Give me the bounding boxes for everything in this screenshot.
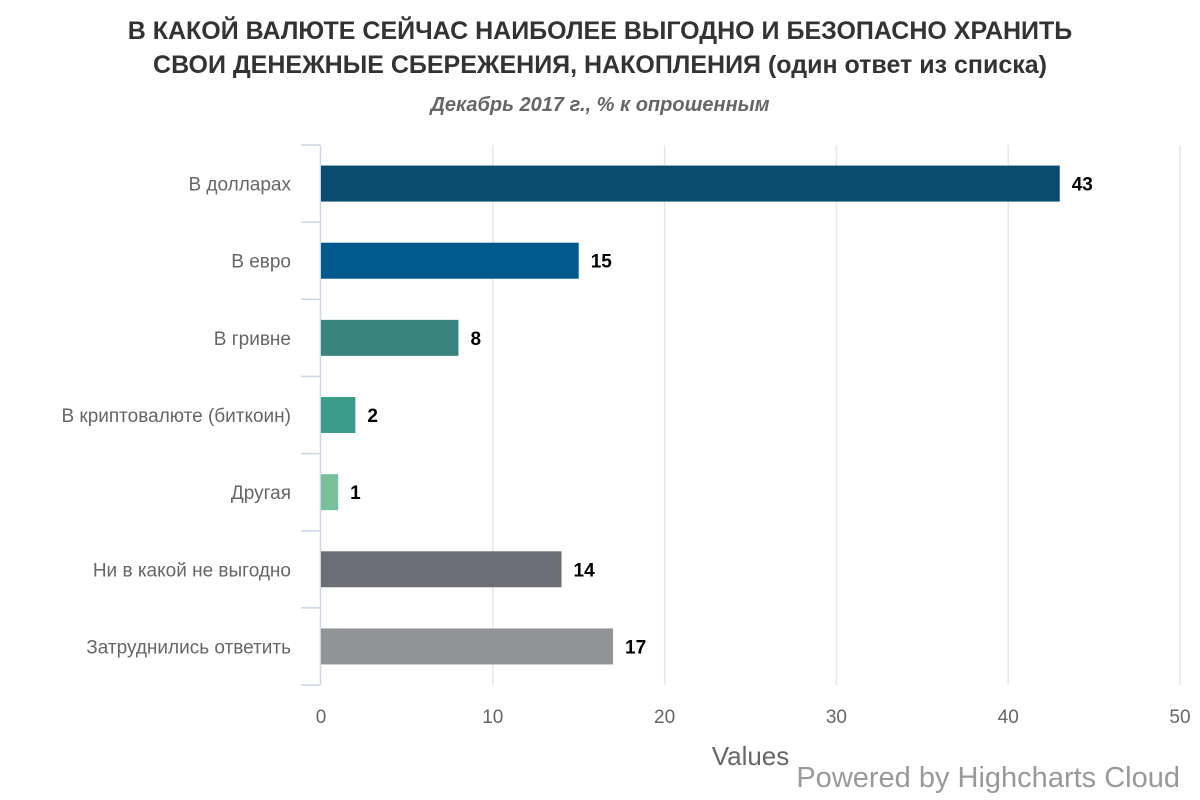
x-tick-label: 20 [654,707,675,728]
bar [321,628,614,665]
bar [321,397,356,433]
x-axis-title: Values [712,741,790,771]
data-label: 2 [367,406,378,427]
data-label: 43 [1072,175,1093,196]
data-label: 1 [350,483,361,504]
category-label: В гривне [214,329,291,350]
x-tick-label: 10 [482,707,503,728]
chart-title-line-1: В КАКОЙ ВАЛЮТЕ СЕЙЧАС НАИБОЛЕЕ ВЫГОДНО И… [127,17,1073,45]
x-tick-label: 50 [1169,707,1190,728]
bar [321,551,562,588]
category-label: Затруднились ответить [86,637,291,658]
x-tick-label: 0 [316,707,327,728]
credits-link[interactable]: Powered by Highcharts Cloud [796,762,1180,794]
x-tick-label: 40 [998,707,1019,728]
category-label: Другая [231,483,291,504]
bar [321,474,339,511]
chart-title: В КАКОЙ ВАЛЮТЕ СЕЙЧАС НАИБОЛЕЕ ВЫГОДНО И… [0,14,1200,82]
data-label: 17 [625,637,646,658]
data-label: 8 [470,329,481,350]
data-label: 15 [591,252,613,273]
category-label: Ни в какой не выгодно [93,560,291,581]
bar [321,165,1060,202]
bar [321,242,579,279]
category-label: В евро [231,252,291,273]
data-label: 14 [574,560,596,581]
x-tick-label: 30 [826,707,847,728]
category-label: В криптовалюте (биткоин) [61,406,291,427]
chart-title-line-2: СВОИ ДЕНЕЖНЫЕ СБЕРЕЖЕНИЯ, НАКОПЛЕНИЯ (од… [153,51,1047,79]
bar [321,319,459,356]
chart-subtitle: Декабрь 2017 г., % к опрошенным [430,94,770,116]
category-label: В долларах [188,175,291,196]
